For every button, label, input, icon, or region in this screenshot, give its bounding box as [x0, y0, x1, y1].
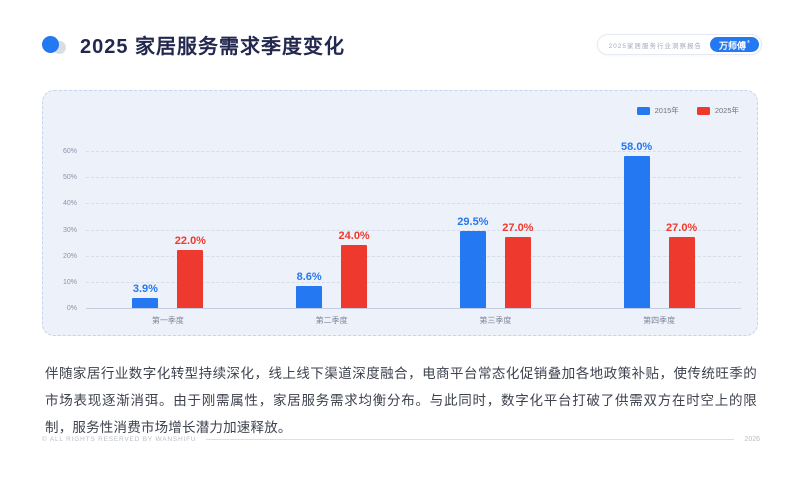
gridline: 40%	[63, 200, 741, 207]
bar-value-label: 22.0%	[174, 235, 206, 248]
y-tick-label: 30%	[62, 226, 77, 234]
analysis-paragraph: 伴随家居行业数字化转型持续深化，线上线下渠道深度融合，电商平台常态化促销叠加各地…	[45, 366, 757, 435]
y-tick-label: 10%	[62, 278, 77, 286]
x-axis-label: 第一季度	[151, 316, 184, 325]
brand-name: 万师傅	[719, 41, 747, 51]
bar-group: 8.6% 24.0% 第二季度	[296, 151, 370, 325]
legend-label: 2025年	[714, 106, 739, 115]
brand-trademark: ®	[747, 39, 750, 44]
gridline: 60%	[63, 148, 741, 155]
bar: 8.6%	[296, 271, 323, 308]
bar: 29.5%	[457, 216, 488, 308]
y-tick-label: 50%	[62, 174, 77, 182]
plot-area: 60% 50% 40% 30% 20% 10% 0% 3.9% 22.0% 第一季度 8.6% 24.…	[63, 141, 741, 325]
gridline: 50%	[63, 174, 741, 181]
bar: 27.0%	[502, 222, 533, 308]
dot-blue	[42, 35, 59, 53]
header: 2025 家居服务需求季度变化 2025家居服务行业洞察报告 万师傅 ®	[42, 30, 762, 59]
bar-groups: 3.9% 22.0% 第一季度 8.6% 24.0% 第二季度 29.5% 27.0% 第三季度…	[86, 141, 741, 325]
bar-value-label: 27.0%	[666, 222, 698, 235]
axis-baseline: 0%	[67, 305, 741, 312]
title-dot-icon	[42, 35, 68, 55]
y-tick-label: 60%	[62, 148, 77, 156]
bar: 58.0%	[621, 141, 652, 308]
page-title: 2025 家居服务需求季度变化	[80, 36, 346, 58]
bar-value-label: 27.0%	[502, 222, 534, 235]
title-row: 2025 家居服务需求季度变化	[42, 30, 345, 59]
bar-value-label: 3.9%	[132, 282, 158, 295]
y-tick-label: 40%	[62, 200, 77, 208]
bar-group: 58.0% 27.0% 第四季度	[621, 141, 697, 325]
footer-divider	[206, 439, 735, 440]
bar-group: 29.5% 27.0% 第三季度	[457, 151, 533, 325]
report-badge: 2025家居服务行业洞察报告 万师傅 ®	[596, 34, 762, 55]
badge-report-label: 2025家居服务行业洞察报告	[608, 42, 703, 50]
footer-page-number: 2026	[744, 436, 760, 443]
x-axis-label: 第四季度	[643, 316, 676, 325]
y-tick-label: 20%	[62, 252, 77, 260]
legend-swatch	[696, 106, 710, 115]
x-axis-label: 第二季度	[315, 316, 348, 325]
legend-label: 2015年	[654, 106, 679, 115]
footer-copyright: © ALL RIGHTS RESERVED BY WANSHIFU	[42, 436, 197, 443]
gridline: 10%	[63, 279, 741, 286]
bar-value-label: 8.6%	[296, 270, 322, 283]
legend-item: 2015年	[636, 105, 679, 116]
bar: 24.0%	[339, 230, 370, 308]
legend-swatch	[636, 106, 650, 115]
gridline: 20%	[63, 253, 741, 260]
bar: 27.0%	[666, 222, 697, 308]
chart-card: 2015年 2025年 60% 50% 40% 30% 20% 10% 0% 3.9% 22.0%…	[42, 90, 758, 336]
brand-logo: 万师傅 ®	[710, 37, 759, 52]
bar-value-label: 24.0%	[338, 230, 370, 243]
bar: 3.9%	[132, 283, 159, 308]
gridline: 30%	[63, 227, 741, 234]
legend-item: 2025年	[696, 105, 739, 116]
y-tick-label: 0%	[66, 305, 77, 313]
bar-value-label: 29.5%	[457, 215, 489, 228]
bar: 22.0%	[175, 235, 206, 308]
footer: © ALL RIGHTS RESERVED BY WANSHIFU 2026	[42, 436, 760, 443]
bar-value-label: 58.0%	[621, 141, 653, 154]
chart-legend: 2015年 2025年	[636, 105, 739, 116]
bar-group: 3.9% 22.0% 第一季度	[132, 151, 206, 325]
x-axis-label: 第三季度	[479, 316, 512, 325]
